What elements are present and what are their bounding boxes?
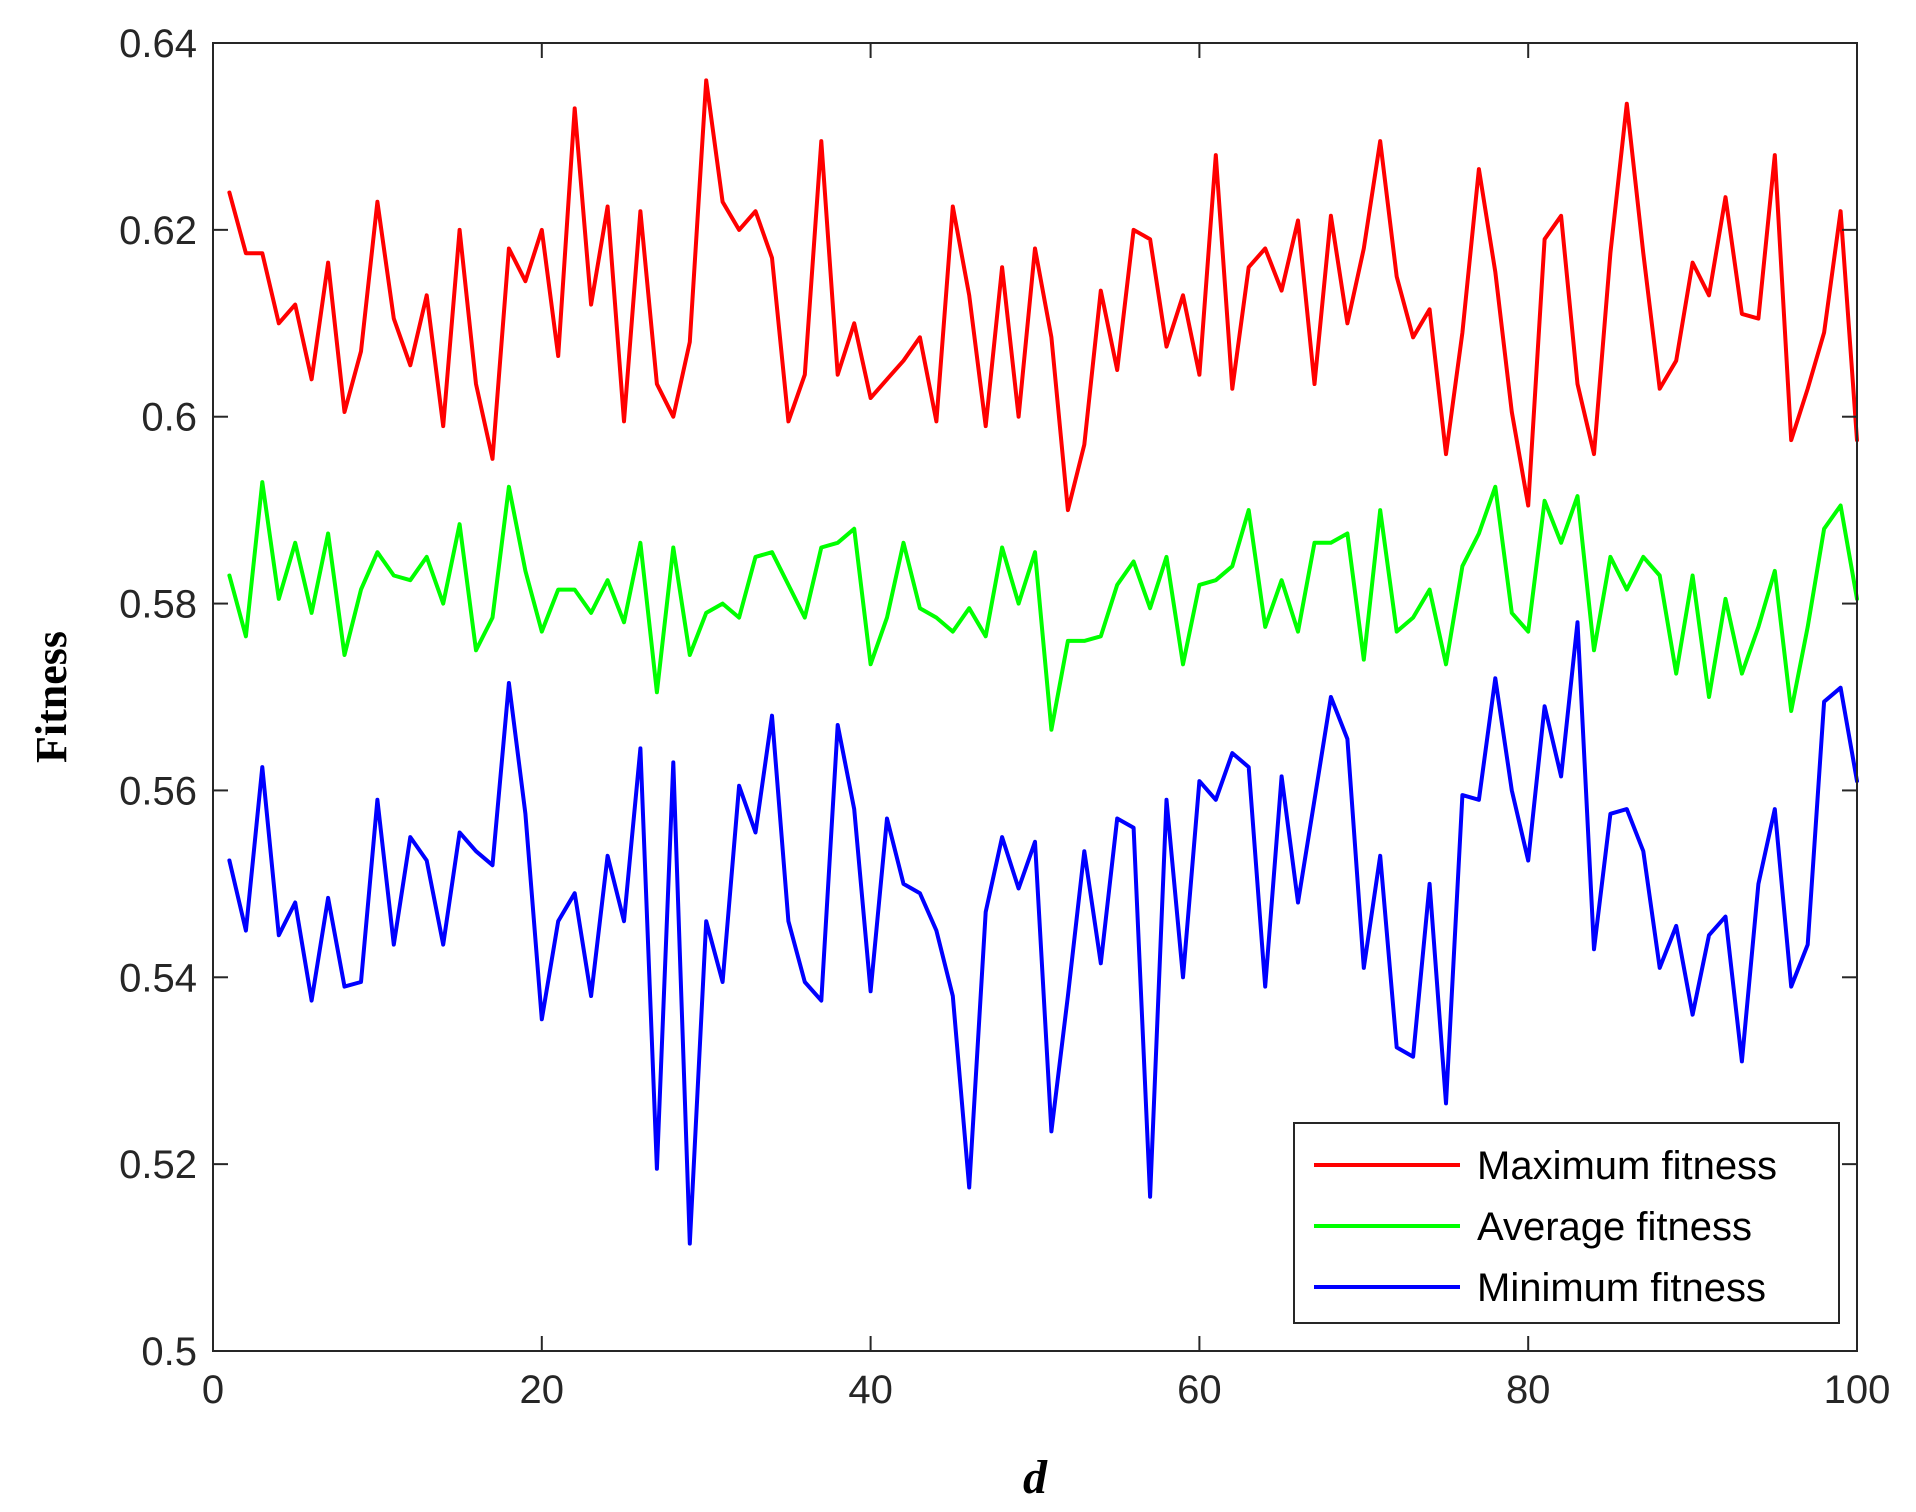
- y-tick-label: 0.56: [119, 769, 197, 813]
- y-tick-label: 0.64: [119, 22, 197, 66]
- series-layer: [227, 78, 1859, 1246]
- x-tick-label: 0: [202, 1368, 224, 1412]
- y-tick-label: 0.54: [119, 956, 197, 1000]
- x-tick-label: 20: [520, 1368, 565, 1412]
- x-tick-label: 60: [1177, 1368, 1222, 1412]
- y-tick-label: 0.5: [141, 1330, 197, 1374]
- axes-box: [212, 42, 1858, 1352]
- series-line-1: [227, 78, 1859, 513]
- legend-label-2: Average fitness: [1477, 1205, 1752, 1249]
- series-line-2: [227, 480, 1859, 732]
- x-tick-label: 40: [848, 1368, 893, 1412]
- x-tick-label: 100: [1824, 1368, 1891, 1412]
- y-tick-label: 0.6: [141, 396, 197, 440]
- y-tick-label: 0.52: [119, 1143, 197, 1187]
- y-tick-label: 0.58: [119, 583, 197, 627]
- legend-label-3: Minimum fitness: [1477, 1266, 1766, 1310]
- axes-layer: 0 20 40 60 80 100 0.5 0.52 0.54 0.56 0.58 0.6 0.62 0.…: [119, 22, 1890, 1412]
- series-line-3: [227, 620, 1859, 1246]
- x-axis-title: d: [1023, 1451, 1048, 1504]
- y-tick-label: 0.62: [119, 209, 197, 253]
- legend-box: [1293, 1122, 1840, 1324]
- legend: Maximum fitness Average fitness Minimum fi…: [1293, 1122, 1840, 1324]
- legend-label-1: Maximum fitness: [1477, 1144, 1777, 1188]
- x-tick-label: 80: [1506, 1368, 1551, 1412]
- y-axis-title: Fitness: [27, 631, 76, 763]
